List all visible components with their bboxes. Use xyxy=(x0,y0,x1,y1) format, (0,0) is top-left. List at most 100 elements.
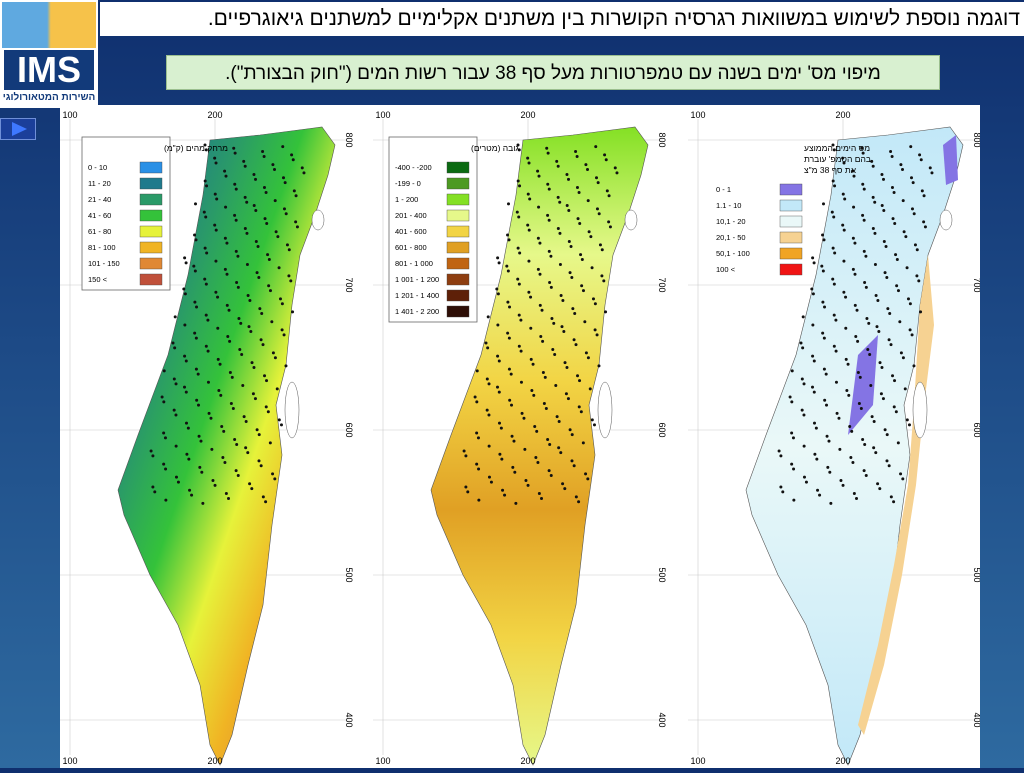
station xyxy=(248,298,252,302)
maps-panel: 100 100 200 200 800 700 600 500 400 מרחק מהים (ק"… xyxy=(60,105,982,768)
y-tick-label: 600 xyxy=(344,422,354,437)
station xyxy=(889,150,893,154)
station xyxy=(281,145,285,149)
station xyxy=(862,249,866,253)
station xyxy=(873,200,877,204)
station xyxy=(562,330,566,334)
station xyxy=(215,197,219,201)
station xyxy=(536,460,540,464)
station xyxy=(894,410,898,414)
station xyxy=(872,446,876,450)
station xyxy=(824,372,828,376)
station xyxy=(608,225,612,229)
station xyxy=(902,230,906,234)
station xyxy=(229,402,233,406)
station xyxy=(151,454,155,458)
station xyxy=(911,181,915,185)
next-icon xyxy=(12,122,27,136)
station xyxy=(537,205,541,209)
station xyxy=(922,194,926,198)
station xyxy=(284,364,288,368)
station xyxy=(263,217,267,221)
station xyxy=(880,366,884,370)
station xyxy=(553,352,557,356)
station xyxy=(199,439,203,443)
station xyxy=(197,434,201,438)
station xyxy=(275,387,279,391)
station xyxy=(497,421,501,425)
station xyxy=(821,331,825,335)
x-tick-label: 100 xyxy=(375,110,390,120)
legend-label: 101 - 150 xyxy=(88,259,120,268)
station xyxy=(477,467,481,471)
station xyxy=(489,480,493,484)
next-button[interactable] xyxy=(0,118,36,140)
station xyxy=(520,411,524,415)
y-tick-label: 800 xyxy=(657,132,667,147)
station xyxy=(919,158,923,162)
station xyxy=(256,244,260,248)
station xyxy=(246,451,250,455)
station xyxy=(556,226,560,230)
station xyxy=(220,424,224,428)
station xyxy=(859,406,863,410)
station xyxy=(832,344,836,348)
station xyxy=(871,164,875,168)
station xyxy=(174,475,178,479)
station xyxy=(300,166,304,170)
station xyxy=(788,395,792,399)
station xyxy=(882,177,886,181)
station xyxy=(257,276,261,280)
station xyxy=(503,493,507,497)
x-tick-label: 100 xyxy=(690,110,705,120)
station xyxy=(496,292,500,296)
maps: 100 100 200 200 800 700 600 500 400 מרחק מהים (ק"… xyxy=(60,110,982,766)
station xyxy=(554,384,558,388)
station xyxy=(239,321,243,325)
station xyxy=(812,261,816,265)
station xyxy=(905,418,909,422)
station xyxy=(183,323,187,327)
map: 100 100 200 200 800 700 600 500 400 מס הימים הממו… xyxy=(688,110,982,766)
station xyxy=(590,418,594,422)
station xyxy=(277,418,281,422)
station xyxy=(546,151,550,155)
station xyxy=(236,474,240,478)
station xyxy=(497,261,501,265)
station xyxy=(910,333,914,337)
station xyxy=(548,280,552,284)
station xyxy=(192,264,196,268)
station xyxy=(282,333,286,337)
station xyxy=(928,166,932,170)
station xyxy=(584,472,588,476)
station xyxy=(537,174,541,178)
station xyxy=(833,184,837,188)
legend-label: 0 - 1 xyxy=(716,185,731,194)
station xyxy=(206,349,210,353)
station xyxy=(912,212,916,216)
station xyxy=(595,207,599,211)
station xyxy=(589,235,593,239)
station xyxy=(863,280,867,284)
station xyxy=(552,321,556,325)
station xyxy=(838,447,842,451)
station xyxy=(615,171,619,175)
station xyxy=(541,339,545,343)
station xyxy=(205,251,209,255)
station xyxy=(233,151,237,155)
station xyxy=(206,380,210,384)
station xyxy=(271,163,275,167)
station xyxy=(576,374,580,378)
station xyxy=(801,346,805,350)
station xyxy=(524,478,528,482)
station xyxy=(209,416,213,420)
station xyxy=(578,222,582,226)
station xyxy=(577,405,581,409)
station xyxy=(284,212,288,216)
station xyxy=(861,213,865,217)
station xyxy=(912,364,916,368)
station xyxy=(896,441,900,445)
station xyxy=(528,197,532,201)
station xyxy=(187,457,191,461)
station xyxy=(791,436,795,440)
